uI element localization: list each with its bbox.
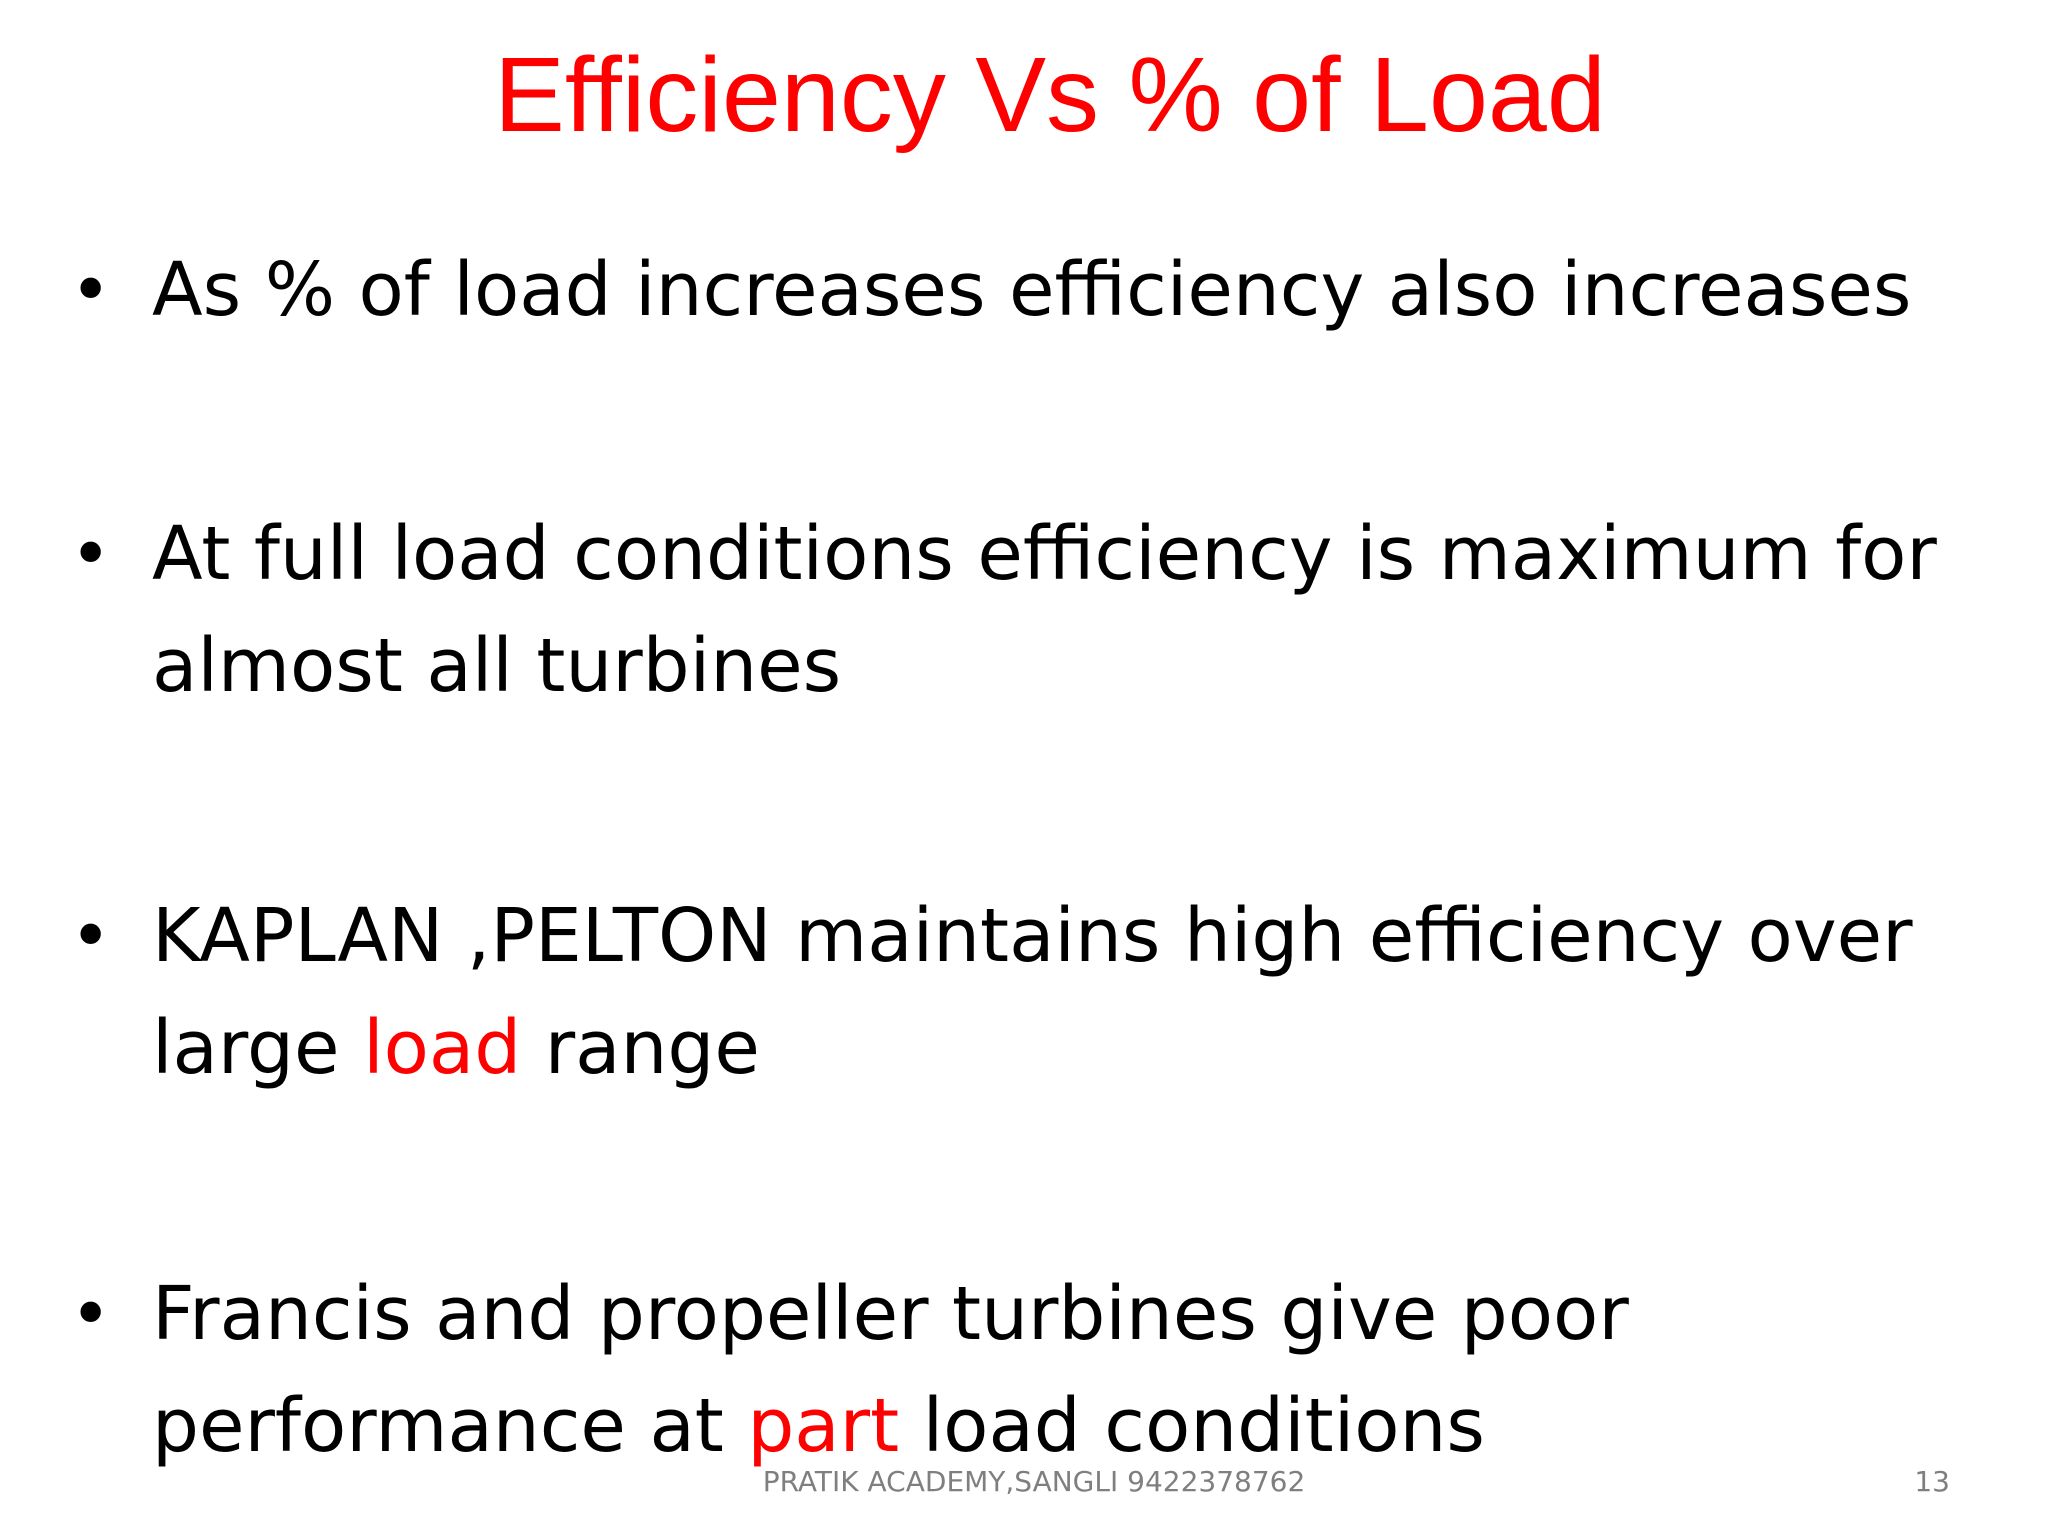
bullet-text-1: As % of load increases efficiency also i…: [152, 234, 1970, 346]
bullet-text-segment: At full load conditions efficiency is ma…: [152, 511, 1937, 709]
page-number: 13: [1914, 1465, 1950, 1498]
bullet-marker: •: [70, 895, 112, 977]
bullet-marker: •: [70, 513, 112, 595]
bullet-item-1: • As % of load increases efficiency also…: [70, 234, 1970, 346]
bullet-item-4: • Francis and propeller turbines give po…: [70, 1258, 1970, 1482]
bullet-text-4: Francis and propeller turbines give poor…: [152, 1258, 1970, 1482]
bullet-marker: •: [70, 1273, 112, 1355]
highlighted-word-load: load: [363, 1005, 522, 1091]
bullet-text-segment: KAPLAN ,PELTON maintains high efficiency…: [152, 893, 1913, 1091]
bullet-text-segment: Francis and propeller turbines give poor…: [152, 1271, 1629, 1469]
slide-footer: PRATIK ACADEMY,SANGLI 9422378762: [762, 1465, 1306, 1498]
bullet-text-segment: range: [521, 1005, 760, 1091]
bullet-text-segment: As % of load increases efficiency also i…: [152, 247, 1912, 333]
bullet-marker: •: [70, 249, 112, 331]
highlighted-word-part: part: [747, 1383, 900, 1469]
bullet-text-2: At full load conditions efficiency is ma…: [152, 498, 1970, 722]
bullet-text-3: KAPLAN ,PELTON maintains high efficiency…: [152, 880, 1970, 1104]
bullet-text-segment: load conditions: [899, 1383, 1485, 1469]
slide-title: Efficiency Vs % of Load: [494, 36, 1606, 154]
bullet-item-2: • At full load conditions efficiency is …: [70, 498, 1970, 722]
bullet-item-3: • KAPLAN ,PELTON maintains high efficien…: [70, 880, 1970, 1104]
